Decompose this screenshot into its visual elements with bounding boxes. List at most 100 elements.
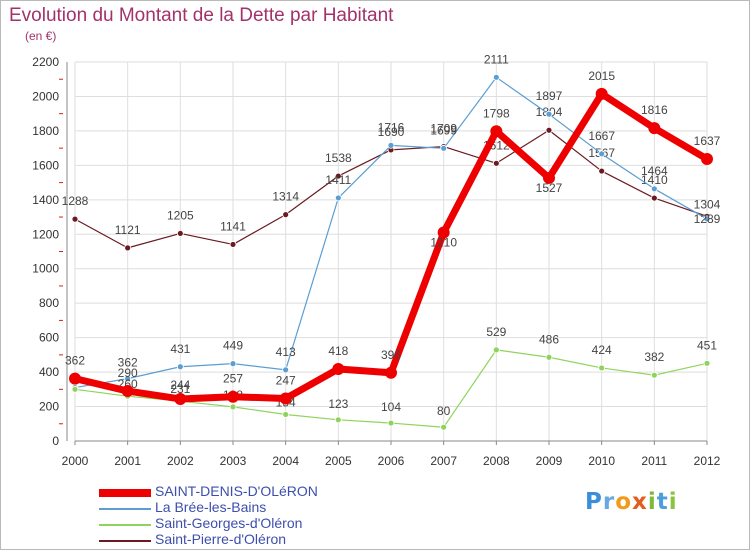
data-point	[545, 126, 553, 134]
data-point	[598, 150, 606, 158]
data-label: 1410	[641, 173, 668, 187]
data-point	[229, 403, 237, 411]
x-tick-label: 2009	[536, 454, 563, 468]
data-point	[598, 364, 606, 372]
data-point	[701, 152, 713, 165]
data-label: 1527	[536, 181, 563, 195]
data-point	[595, 87, 608, 100]
legend-label: SAINT-DENIS-D'OLéRON	[155, 483, 318, 499]
data-label: 1690	[378, 125, 405, 139]
data-point	[385, 366, 397, 379]
data-point	[227, 390, 239, 403]
y-tick-label: 800	[39, 296, 59, 310]
data-point	[124, 375, 132, 383]
legend-label: La Brée-les-Bains	[155, 499, 267, 515]
data-label: 451	[697, 338, 717, 352]
y-tick-label: 1800	[32, 124, 59, 138]
data-point	[69, 372, 81, 385]
data-label: 396	[381, 348, 401, 362]
data-point	[282, 211, 290, 219]
legend-label: Saint-Georges-d'Oléron	[155, 515, 303, 531]
data-point	[492, 346, 500, 354]
data-label: 1816	[641, 103, 668, 117]
y-tick-label: 1400	[32, 193, 59, 207]
data-point	[229, 360, 237, 368]
data-label: 231	[170, 382, 190, 396]
legend-label: Saint-Pierre-d'Oléron	[155, 531, 287, 547]
data-label: 1897	[536, 89, 563, 103]
data-label: 290	[118, 366, 138, 380]
legend-swatch	[99, 524, 151, 526]
data-label: 424	[592, 343, 612, 357]
data-label: 449	[223, 339, 243, 353]
y-tick-label: 1600	[32, 158, 59, 172]
legend-swatch	[99, 540, 151, 542]
x-tick-label: 2012	[694, 454, 721, 468]
data-point	[174, 392, 187, 405]
data-label: 1288	[62, 194, 89, 208]
y-tick-label: 1200	[32, 227, 59, 241]
data-label: 1699	[430, 123, 457, 137]
data-label: 1798	[483, 106, 510, 120]
data-point	[334, 194, 342, 202]
x-tick-label: 2004	[272, 454, 299, 468]
data-label: 2015	[588, 69, 615, 83]
data-label: 1716	[378, 120, 405, 134]
x-tick-label: 2007	[430, 454, 457, 468]
data-point	[650, 185, 658, 193]
data-point	[71, 385, 79, 393]
data-label: 529	[486, 325, 506, 339]
data-label: 1411	[325, 173, 351, 187]
data-point	[648, 122, 661, 135]
data-point	[437, 226, 450, 239]
data-label: 80	[437, 404, 451, 418]
data-label: 362	[65, 354, 85, 368]
chart-unit-label: (en €)	[25, 29, 57, 43]
data-point	[124, 244, 132, 252]
x-tick-label: 2006	[378, 454, 405, 468]
data-label: 382	[644, 350, 664, 364]
data-point	[492, 73, 500, 81]
legend-swatch	[99, 489, 151, 497]
data-label: 1464	[641, 164, 668, 178]
data-point	[490, 125, 503, 138]
x-tick-label: 2000	[62, 454, 89, 468]
data-point	[332, 362, 345, 375]
data-label: 418	[328, 344, 348, 358]
data-label: 1538	[325, 151, 352, 165]
data-label: 1121	[115, 223, 141, 237]
data-label: 1304	[694, 197, 721, 211]
data-label: 1289	[694, 212, 721, 226]
data-point	[71, 215, 79, 223]
data-point	[650, 194, 658, 202]
data-point	[545, 353, 553, 361]
data-label: 1709	[430, 122, 457, 136]
data-label: 1637	[694, 134, 721, 148]
data-point	[387, 141, 395, 149]
x-tick-label: 2010	[588, 454, 615, 468]
data-label: 1210	[430, 236, 457, 250]
data-label: 486	[539, 332, 559, 346]
data-point	[387, 419, 395, 427]
data-point	[282, 366, 290, 374]
x-tick-label: 2003	[220, 454, 247, 468]
data-label: 413	[276, 345, 296, 359]
data-point	[229, 241, 237, 248]
data-label: 104	[381, 400, 401, 414]
data-point	[176, 363, 184, 371]
y-tick-label: 600	[39, 331, 59, 345]
data-point	[543, 171, 555, 184]
y-tick-label: 2000	[32, 89, 59, 103]
y-tick-label: 0	[52, 434, 59, 448]
data-point	[282, 411, 290, 418]
data-label: 431	[170, 342, 190, 356]
data-point	[492, 159, 500, 167]
y-tick-label: 2200	[32, 55, 59, 69]
x-tick-label: 2001	[114, 454, 141, 468]
legend-swatch	[99, 508, 151, 510]
data-point	[703, 215, 711, 223]
data-point	[703, 359, 711, 367]
x-tick-label: 2005	[325, 454, 352, 468]
data-point	[334, 172, 342, 180]
data-label: 1314	[272, 190, 299, 204]
